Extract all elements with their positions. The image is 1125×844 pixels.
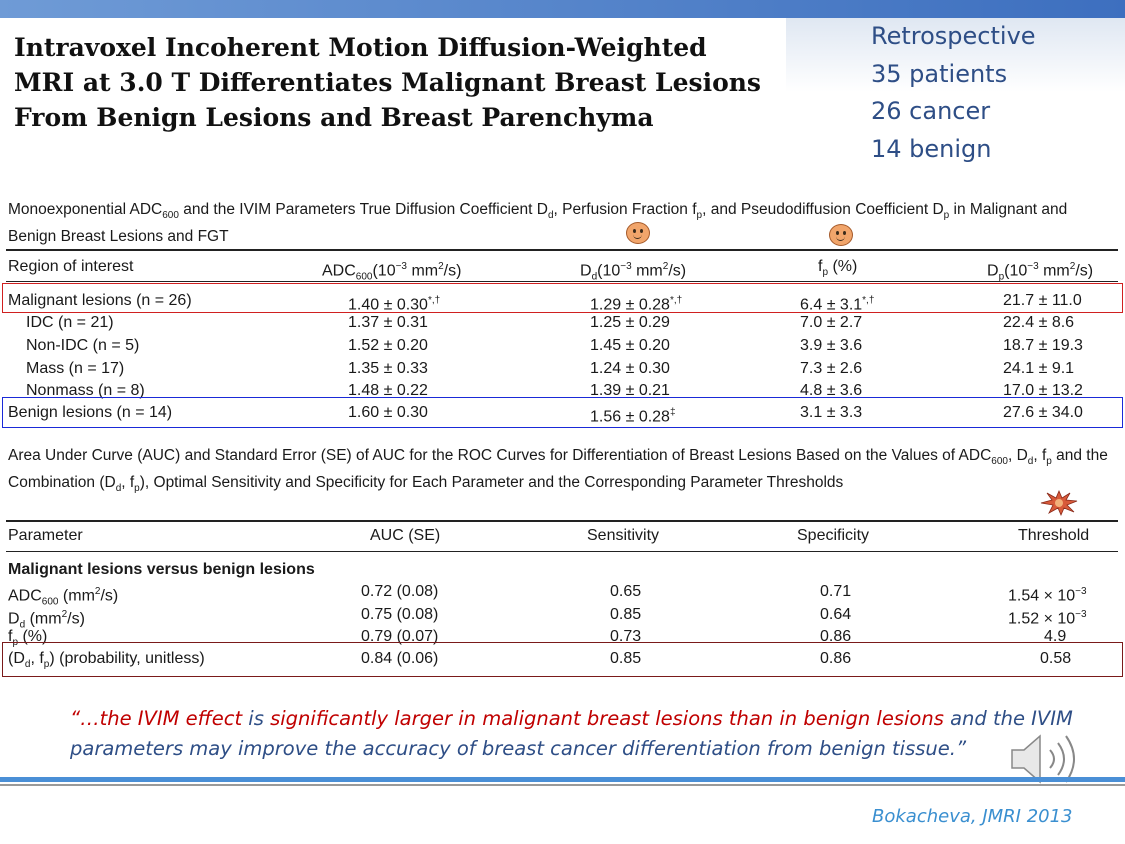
section-heading: Malignant lesions versus benign lesions	[8, 561, 315, 578]
table1-caption: Monoexponential ADC600 and the IVIM Para…	[8, 201, 1068, 246]
row-parameter: Dd (mm2/s)	[8, 609, 85, 631]
row-fp: 7.0 ± 2.7	[800, 314, 863, 331]
row-adc: 1.35 ± 0.33	[348, 360, 428, 377]
smiley-icon	[626, 222, 650, 244]
row-adc: 1.37 ± 0.31	[348, 314, 428, 331]
table2-header-rule	[6, 551, 1118, 552]
row-parameter: ADC600 (mm2/s)	[8, 586, 119, 608]
malignant-highlight-box	[2, 283, 1123, 313]
combination-highlight-box	[2, 642, 1123, 677]
row-fp: 6.4 ± 3.1*,†	[800, 295, 875, 314]
row-threshold: 1.52 × 10−3	[1008, 609, 1087, 628]
header-dd: Dd(10−3 mm2/s)	[580, 261, 687, 283]
row-region: Nonmass (n = 8)	[26, 382, 145, 399]
header-adc: ADC600(10−3 mm2/s)	[322, 261, 462, 283]
row-dd: 1.45 ± 0.20	[590, 337, 670, 354]
table2-top-rule	[6, 520, 1118, 522]
benign-highlight-box	[2, 397, 1123, 428]
row-dd: 1.24 ± 0.30	[590, 360, 670, 377]
header-fp: fp (%)	[818, 258, 858, 279]
row-region: Malignant lesions (n = 26)	[8, 292, 192, 309]
study-stats: Retrospective 35 patients 26 cancer 14 b…	[871, 18, 1036, 168]
header-sensitivity: Sensitivity	[587, 527, 660, 544]
top-accent-bar	[0, 0, 1125, 18]
row-sensitivity: 0.85	[610, 650, 642, 667]
row-specificity: 0.71	[820, 583, 852, 600]
header-auc: AUC (SE)	[370, 527, 441, 544]
row-sensitivity: 0.65	[610, 583, 642, 600]
row-threshold: 0.58	[1040, 650, 1072, 667]
row-dd: 1.29 ± 0.28*,†	[590, 295, 683, 314]
row-region: Mass (n = 17)	[26, 360, 125, 377]
smiley-icon	[829, 224, 853, 246]
row-specificity: 0.86	[820, 628, 852, 645]
row-auc: 0.79 (0.07)	[361, 628, 439, 645]
row-region: IDC (n = 21)	[26, 314, 114, 331]
stat-design: Retrospective	[871, 22, 1036, 50]
row-region: Non-IDC (n = 5)	[26, 337, 140, 354]
row-region: Benign lesions (n = 14)	[8, 404, 173, 421]
citation: Bokacheva, JMRI 2013	[872, 806, 1073, 827]
row-dp: 27.6 ± 34.0	[1003, 404, 1083, 421]
row-sensitivity: 0.85	[610, 606, 642, 623]
row-dp: 17.0 ± 13.2	[1003, 382, 1083, 399]
row-fp: 3.1 ± 3.3	[800, 404, 863, 421]
header-region: Region of interest	[8, 258, 134, 275]
footer-divider	[0, 784, 1125, 786]
row-dp: 22.4 ± 8.6	[1003, 314, 1075, 331]
row-dp: 21.7 ± 11.0	[1003, 292, 1082, 309]
row-fp: 7.3 ± 2.6	[800, 360, 863, 377]
header-threshold: Threshold	[1018, 527, 1090, 544]
row-fp: 4.8 ± 3.6	[800, 382, 863, 399]
table1-header-rule	[6, 281, 1118, 282]
stat-cancer: 26 cancer	[871, 97, 991, 125]
stats-background	[786, 18, 1125, 92]
row-threshold: 1.54 × 10−3	[1008, 586, 1087, 605]
row-sensitivity: 0.73	[610, 628, 642, 645]
header-specificity: Specificity	[797, 527, 870, 544]
row-dd: 1.25 ± 0.29	[590, 314, 670, 331]
row-fp: 3.9 ± 3.6	[800, 337, 863, 354]
conclusion-quote: “…the IVIM effect is significantly large…	[70, 707, 1073, 760]
header-parameter: Parameter	[8, 527, 83, 544]
stat-benign: 14 benign	[871, 134, 992, 163]
row-parameter: (Dd, fp) (probability, unitless)	[8, 650, 205, 671]
row-auc: 0.75 (0.08)	[361, 606, 439, 623]
header-dp: Dp(10−3 mm2/s)	[987, 261, 1094, 283]
footer-accent-bar	[0, 777, 1125, 782]
star-burst-icon	[1040, 490, 1078, 516]
row-auc: 0.72 (0.08)	[361, 583, 439, 600]
row-threshold: 4.9	[1044, 628, 1067, 645]
row-dd: 1.56 ± 0.28‡	[590, 407, 676, 426]
row-dp: 18.7 ± 19.3	[1003, 337, 1083, 354]
row-adc: 1.60 ± 0.30	[348, 404, 428, 421]
row-specificity: 0.64	[820, 606, 852, 623]
paper-title: Intravoxel Incoherent Motion Diffusion-W…	[14, 33, 761, 132]
row-adc: 1.52 ± 0.20	[348, 337, 428, 354]
table1-top-rule	[6, 249, 1118, 251]
stat-patients: 35 patients	[871, 59, 1008, 88]
row-auc: 0.84 (0.06)	[361, 650, 439, 667]
row-adc: 1.48 ± 0.22	[348, 382, 428, 399]
table2-caption: Area Under Curve (AUC) and Standard Erro…	[8, 447, 1108, 495]
row-dd: 1.39 ± 0.21	[590, 382, 670, 399]
row-adc: 1.40 ± 0.30*,†	[348, 295, 441, 314]
row-dp: 24.1 ± 9.1	[1003, 360, 1075, 377]
row-specificity: 0.86	[820, 650, 852, 667]
